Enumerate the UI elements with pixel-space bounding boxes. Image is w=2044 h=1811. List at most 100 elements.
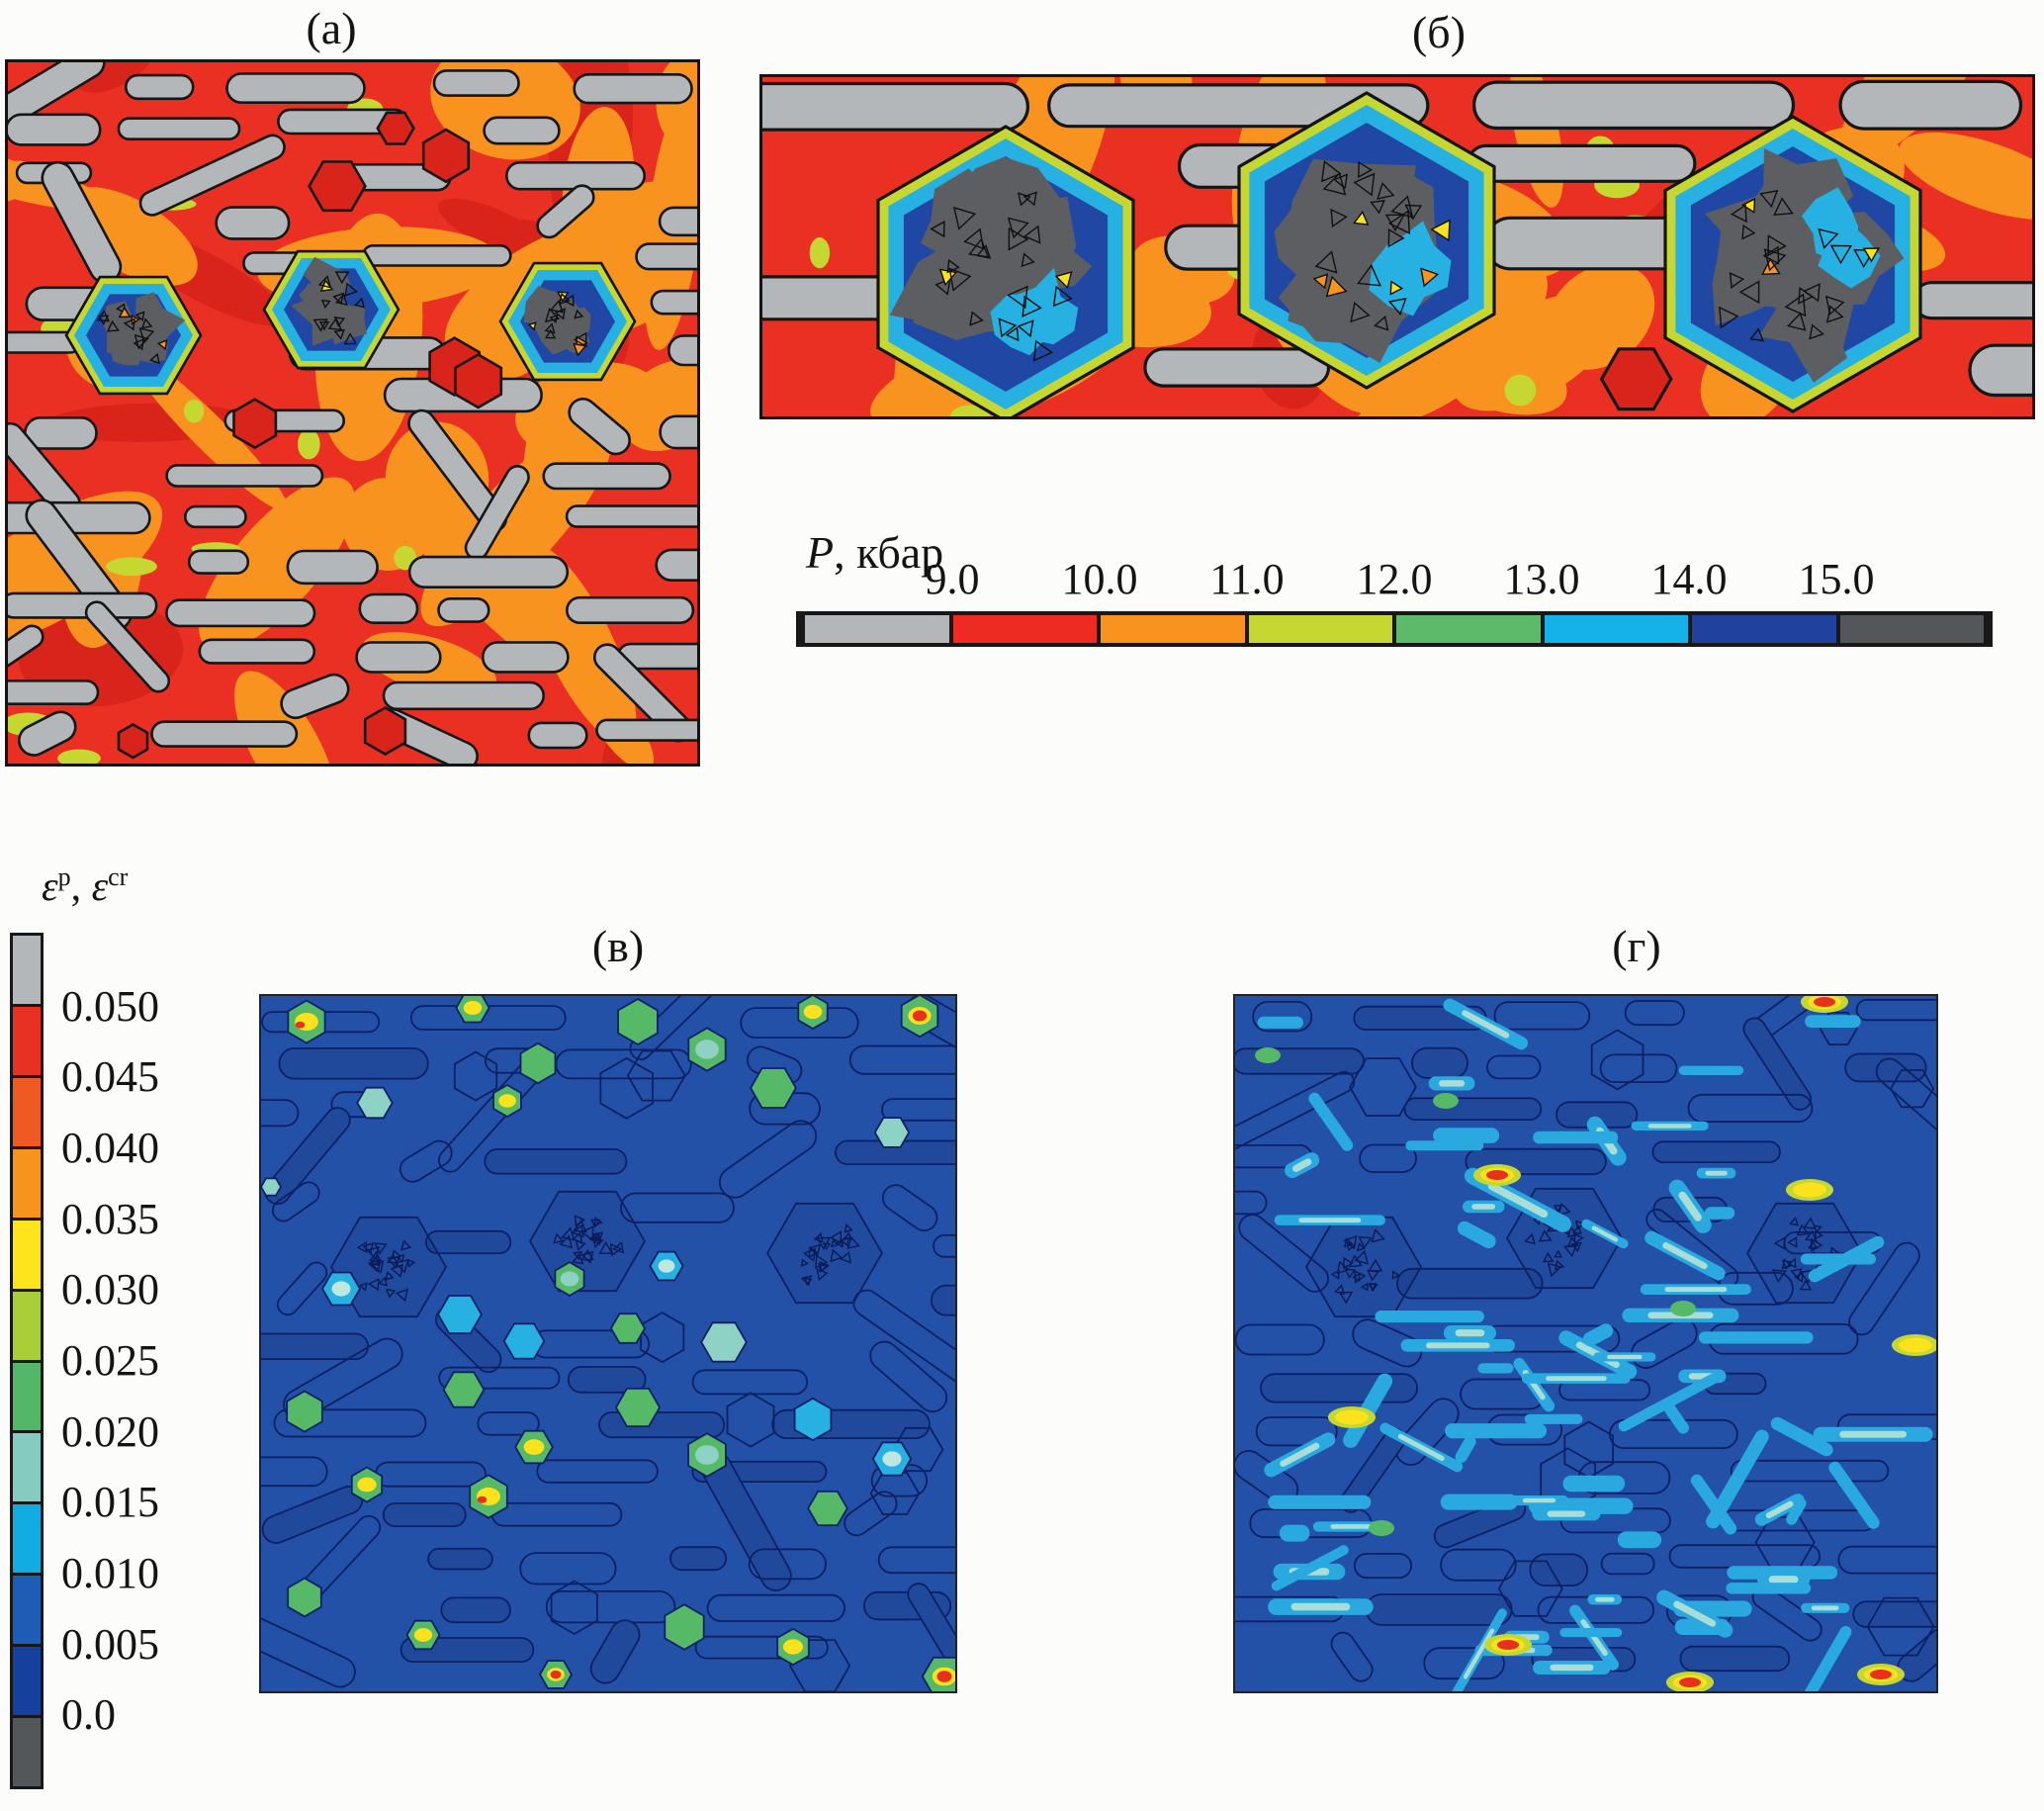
strain-spot [921, 1656, 957, 1693]
ghost-inclusion-hexagon [765, 1202, 884, 1305]
strain-streak [1463, 1200, 1505, 1214]
pressure-inclusion-hexagon [876, 125, 1135, 419]
strain-streak [1631, 1121, 1709, 1131]
strain-streak [1770, 1416, 1833, 1457]
strain-tick-label: 0.0 [61, 1690, 116, 1740]
strain-spot [519, 1041, 557, 1085]
strain-colorbar-title: εp, εcr [42, 862, 128, 911]
strain-spot [700, 1321, 748, 1363]
pressure-colorbar-segment [1392, 615, 1541, 643]
strain-hotspot [1857, 1664, 1905, 1685]
pressure-colorbar-segment [1688, 615, 1836, 643]
strain-spot [286, 1390, 323, 1433]
pressure-tick-label: 13.0 [1503, 555, 1580, 603]
strain-streak [1593, 1352, 1656, 1362]
strain-spot [320, 1271, 362, 1307]
strain-hotspot [1433, 1093, 1459, 1109]
pressure-tick-label: 12.0 [1356, 555, 1433, 603]
strain-streak [1457, 1221, 1496, 1249]
strain-spot [776, 1627, 810, 1667]
strain-streak [1618, 1370, 1726, 1432]
strain-colorbar-segment [13, 1145, 41, 1218]
strain-tick-label: 0.050 [61, 981, 159, 1031]
strain-colorbar-segment [13, 1644, 41, 1716]
strain-streak [1445, 1423, 1547, 1439]
pressure-tick-label: 15.0 [1798, 555, 1875, 603]
strain-colorbar-segment [13, 1074, 41, 1146]
strain-spot [502, 1322, 546, 1360]
strain-spot [793, 1397, 833, 1442]
strain-spot [492, 1083, 522, 1119]
strain-spot [807, 1490, 848, 1526]
strain-streak [1443, 1325, 1496, 1341]
pressure-inclusion-hexagon [64, 275, 203, 396]
pressure-colorbar-segment [1835, 615, 1984, 643]
strain-streak [1582, 1323, 1614, 1347]
strain-colorbar-segment [13, 1715, 41, 1787]
panel-g-strain-map [1233, 994, 1938, 1693]
strain-streak [1509, 1495, 1569, 1506]
strain-streak [1706, 1429, 1769, 1529]
strain-colorbar-segment [13, 1217, 41, 1289]
pressure-colorbar-segment [948, 615, 1097, 643]
pressure-inclusion-hexagon [498, 261, 637, 382]
strain-spot [455, 994, 490, 1024]
strain-spot [609, 1313, 647, 1344]
strain-colorbar-segment [13, 1003, 41, 1075]
epsilon-p-sup: p [57, 862, 71, 891]
strain-streak [1698, 1331, 1814, 1344]
strain-tick-label: 0.040 [61, 1124, 159, 1172]
pressure-tick-label: 14.0 [1650, 555, 1728, 603]
strain-streak [1562, 1475, 1626, 1493]
strain-spot [873, 1117, 911, 1148]
strain-hotspot [1484, 1634, 1532, 1656]
pressure-tick-label: 11.0 [1209, 555, 1285, 603]
strain-streak [1268, 1494, 1372, 1509]
strain-streak [1533, 1661, 1611, 1675]
strain-spot [350, 1466, 384, 1503]
strain-tick-label: 0.020 [61, 1406, 159, 1456]
strain-spot [900, 994, 939, 1039]
strain-streak [1279, 1524, 1310, 1542]
strain-streak [1440, 1494, 1518, 1510]
strain-spot [614, 1387, 662, 1428]
strain-streak [1521, 1373, 1631, 1384]
pressure-colorbar-segment [1540, 615, 1688, 643]
strain-streak [1690, 1474, 1737, 1535]
strain-spot [356, 1086, 394, 1120]
panel-b-svg [759, 74, 2035, 419]
panel-b-pressure-map-zoom [759, 74, 2035, 419]
strain-streak [1400, 1339, 1515, 1352]
epsilon-cr-symbol: ε [91, 864, 109, 910]
strain-streak [1264, 1432, 1336, 1478]
strain-spot [750, 1067, 797, 1109]
pressure-inclusion-hexagon [262, 249, 400, 370]
pressure-colorbar-segment [1244, 615, 1392, 643]
strain-streak [1433, 1128, 1500, 1143]
strain-spot [287, 999, 326, 1044]
panel-label-b: (б) [1411, 7, 1466, 57]
strain-colorbar-segment [13, 1288, 41, 1360]
strain-colorbar-segment [13, 1359, 41, 1431]
epsilon-p-symbol: ε [42, 864, 58, 910]
pressure-colorbar-segment [1097, 615, 1245, 643]
strain-streak [1285, 1152, 1320, 1179]
panel-a-svg [5, 59, 700, 767]
strain-streak [1268, 1598, 1374, 1615]
strain-streak [1656, 1589, 1733, 1638]
strain-colorbar-segment [13, 1501, 41, 1574]
strain-streak [1801, 1602, 1850, 1613]
strain-streak [1828, 1461, 1880, 1529]
strain-streak [1808, 1235, 1885, 1283]
strain-colorbar-segment [13, 1573, 41, 1645]
strain-tick-label: 0.045 [61, 1052, 159, 1102]
strain-streak [1617, 1531, 1662, 1549]
pressure-tick-label: 9.0 [925, 555, 980, 603]
strain-streak [1524, 1413, 1583, 1424]
strain-spot [617, 997, 659, 1046]
strain-tick-label: 0.035 [61, 1194, 159, 1243]
strain-streak [1274, 1215, 1385, 1225]
strain-tick-label: 0.030 [61, 1265, 159, 1314]
panel-label-v: (в) [591, 921, 645, 971]
panel-label-g: (г) [1612, 921, 1661, 971]
